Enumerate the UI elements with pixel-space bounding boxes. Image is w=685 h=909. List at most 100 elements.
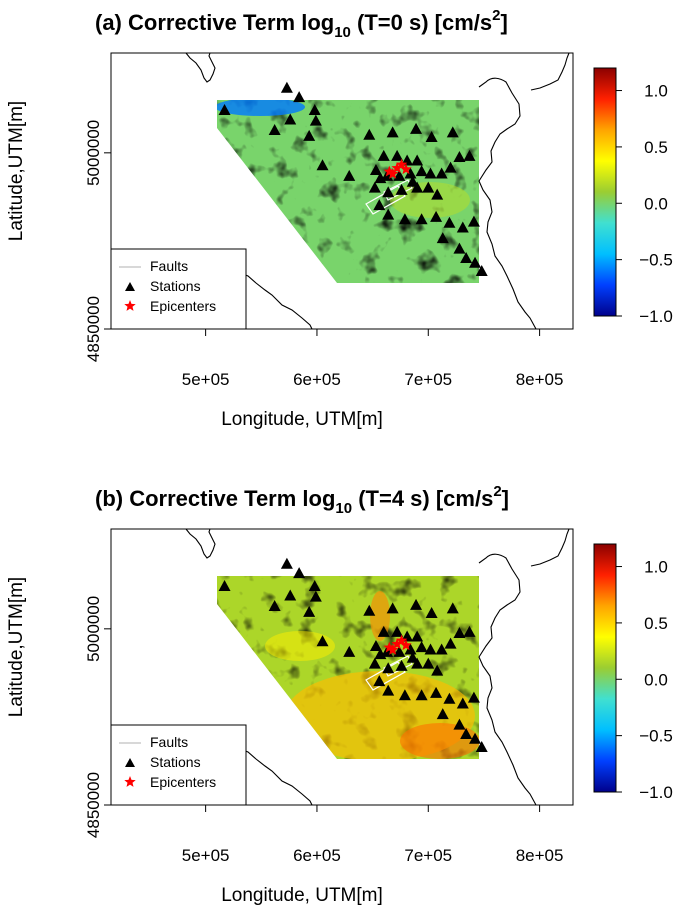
station-marker (415, 689, 428, 701)
legend-station-swatch (125, 758, 135, 767)
station-marker (443, 216, 456, 228)
station-marker (469, 256, 482, 268)
field-patch (390, 182, 470, 218)
station-marker (456, 697, 469, 709)
station-marker (460, 728, 473, 740)
station-marker (435, 643, 448, 655)
plot-frame (110, 52, 574, 330)
epicenter-marker (395, 158, 408, 170)
station-marker (398, 213, 411, 225)
station-marker (343, 645, 356, 657)
station-marker (377, 625, 390, 637)
epicenter-marker (391, 638, 403, 649)
coastline (530, 52, 570, 91)
station-marker (463, 149, 476, 161)
station-marker (411, 154, 424, 166)
epicenter-marker (391, 162, 403, 173)
panel-b: (b) Corrective Term log10 (T=4 s) [cm/s2… (6, 483, 673, 906)
legend-label-faults: Faults (150, 734, 188, 750)
station-marker (406, 175, 419, 187)
station-marker (382, 208, 395, 220)
station-marker (373, 675, 386, 687)
station-marker (444, 161, 457, 173)
station-marker (406, 651, 419, 663)
station-marker (463, 625, 476, 637)
y-tick-label: 4850000 (84, 772, 103, 838)
coastline (185, 52, 216, 83)
station-marker (382, 662, 395, 674)
station-marker (422, 657, 435, 669)
station-marker (280, 557, 293, 569)
station-marker (303, 605, 316, 617)
legend-label-stations: Stations (150, 754, 201, 770)
station-marker (411, 181, 424, 193)
station-marker (436, 232, 449, 244)
field-patch (400, 723, 479, 759)
station-marker (430, 210, 443, 222)
station-marker (368, 181, 381, 193)
station-marker (391, 625, 404, 637)
station-marker (446, 126, 459, 138)
legend-epicenter-swatch (124, 776, 136, 787)
station-marker (374, 648, 387, 660)
station-marker (308, 580, 321, 592)
station-marker (410, 122, 423, 134)
station-marker (363, 604, 376, 616)
station-marker (395, 183, 408, 195)
station-marker (424, 643, 437, 655)
station-marker (425, 607, 438, 619)
station-marker (393, 645, 406, 657)
station-marker (453, 242, 466, 254)
station-marker (415, 641, 428, 653)
station-marker (268, 124, 281, 136)
coastline (237, 271, 313, 330)
field-1 (217, 576, 479, 759)
station-marker (369, 163, 382, 175)
fault (383, 655, 413, 677)
x-tick-label: 5e+05 (182, 846, 230, 865)
y-axis-label: Latitude,UTM[m] (6, 577, 27, 717)
station-marker (398, 689, 411, 701)
x-axis-label: Longitude, UTM[m] (221, 409, 383, 430)
field-0 (217, 100, 479, 283)
station-marker (382, 684, 395, 696)
station-marker (446, 602, 459, 614)
fault (383, 179, 413, 201)
field-patch (217, 100, 305, 116)
plot-frame (110, 528, 574, 806)
colorbar-tick-label: −0.5 (639, 727, 673, 746)
legend-label-faults: Faults (150, 258, 188, 274)
epicenter-marker (395, 634, 408, 646)
panel-a: (a) Corrective Term log10 (T=0 s) [cm/s2… (6, 7, 673, 430)
colorbar-tick-label: 1.0 (644, 82, 668, 101)
station-marker (475, 264, 488, 276)
y-tick-label: 5000000 (84, 120, 103, 186)
colorbar-tick-label: 0.0 (644, 670, 668, 689)
coastline (478, 553, 537, 806)
station-marker (368, 657, 381, 669)
station-marker (453, 151, 466, 163)
station-marker (425, 131, 438, 143)
station-marker (410, 598, 423, 610)
epicenter-marker (383, 165, 395, 177)
station-marker (309, 590, 322, 602)
station-marker (218, 580, 231, 592)
legend-label-stations: Stations (150, 278, 201, 294)
station-marker (373, 199, 386, 211)
colorbar-tick-label: −1.0 (639, 307, 673, 326)
station-marker (424, 167, 437, 179)
station-marker (303, 129, 316, 141)
y-tick-label: 5000000 (84, 596, 103, 662)
x-tick-label: 6e+05 (293, 846, 341, 865)
station-marker (391, 149, 404, 161)
coastline (478, 77, 537, 330)
colorbar-tick-label: −1.0 (639, 783, 673, 802)
station-marker (293, 91, 306, 103)
y-axis-label: Latitude,UTM[m] (6, 101, 27, 241)
station-marker (431, 188, 444, 200)
station-marker (316, 635, 329, 647)
station-marker (404, 643, 417, 655)
epicenter-marker (400, 163, 412, 175)
station-marker (415, 213, 428, 225)
